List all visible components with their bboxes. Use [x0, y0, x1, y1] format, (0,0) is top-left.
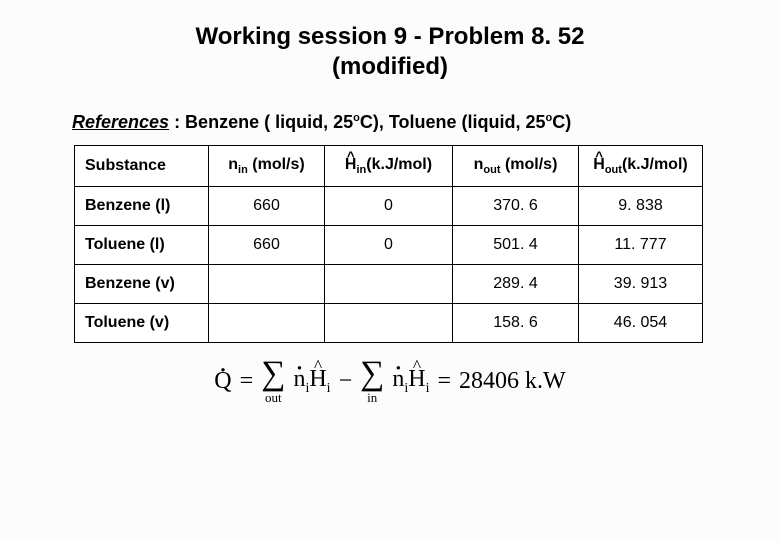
cell-substance: Toluene (l): [75, 226, 209, 265]
col-header-nout: nout (mol/s): [453, 146, 579, 187]
unit-hout: (k.J/mol): [622, 156, 688, 173]
cell-nin: 660: [209, 226, 325, 265]
cell-hout: 46. 054: [579, 304, 703, 343]
table-row: Benzene (l) 660 0 370. 6 9. 838: [75, 187, 703, 226]
cell-hin: [325, 304, 453, 343]
page-title-block: Working session 9 - Problem 8. 52 (modif…: [0, 0, 780, 100]
hhat-out: H: [593, 156, 605, 174]
minus: −: [339, 368, 353, 395]
heat-equation: Q = ∑ out niHi − ∑ in niHi = 28406 k.W: [214, 359, 565, 404]
references-text-c: C): [552, 112, 571, 132]
result-value: 28406 k.W: [459, 368, 566, 395]
sub-in-1: in: [238, 164, 248, 176]
equals-1: =: [240, 368, 254, 395]
term-2: niHi: [392, 366, 429, 397]
n-dot-1: n: [293, 366, 305, 393]
cell-nout: 289. 4: [453, 265, 579, 304]
col-header-hout: Hout(k.J/mol): [579, 146, 703, 187]
table-row: Toluene (l) 660 0 501. 4 11. 777: [75, 226, 703, 265]
references-text-b: C), Toluene (liquid, 25: [360, 112, 546, 132]
hhat-in: H: [345, 156, 357, 174]
data-table: Substance nin (mol/s) Hin(k.J/mol) nout …: [74, 145, 703, 343]
sub-in-2: in: [356, 164, 366, 176]
cell-hin: 0: [325, 187, 453, 226]
references-line: References : Benzene ( liquid, 25oC), To…: [0, 112, 780, 133]
cell-hin: [325, 265, 453, 304]
cell-hout: 39. 913: [579, 265, 703, 304]
sum-under-in: in: [367, 391, 377, 404]
cell-hin: 0: [325, 226, 453, 265]
cell-nin: [209, 304, 325, 343]
references-label: References: [72, 112, 169, 132]
table-row: Toluene (v) 158. 6 46. 054: [75, 304, 703, 343]
h-hat-2: H: [408, 366, 425, 393]
cell-substance: Benzene (v): [75, 265, 209, 304]
sigma-2: ∑: [360, 359, 384, 390]
degree-sup-1: o: [353, 112, 360, 124]
unit-hin: (k.J/mol): [366, 156, 432, 173]
col-header-nin: nin (mol/s): [209, 146, 325, 187]
sum-out: ∑ out: [261, 359, 285, 404]
q-dot: Q: [214, 368, 231, 395]
term-1: niHi: [293, 366, 330, 397]
title-line-1: Working session 9 - Problem 8. 52: [0, 22, 780, 52]
sum-in: ∑ in: [360, 359, 384, 404]
n-dot-2: n: [392, 366, 404, 393]
cell-substance: Toluene (v): [75, 304, 209, 343]
cell-nin: [209, 265, 325, 304]
cell-nout: 501. 4: [453, 226, 579, 265]
cell-hout: 9. 838: [579, 187, 703, 226]
table-row: Benzene (v) 289. 4 39. 913: [75, 265, 703, 304]
sub-i-2: i: [327, 381, 331, 396]
title-line-2: (modified): [0, 52, 780, 82]
table-header-row: Substance nin (mol/s) Hin(k.J/mol) nout …: [75, 146, 703, 187]
unit-nin: (mol/s): [248, 156, 305, 173]
equation-block: Q = ∑ out niHi − ∑ in niHi = 28406 k.W: [0, 359, 780, 404]
sum-under-out: out: [265, 391, 282, 404]
h-hat-1: H: [309, 366, 326, 393]
references-text-a: : Benzene ( liquid, 25: [169, 112, 353, 132]
sub-i-4: i: [426, 381, 430, 396]
cell-nout: 370. 6: [453, 187, 579, 226]
unit-nout: (mol/s): [501, 156, 558, 173]
sigma-1: ∑: [261, 359, 285, 390]
col-header-hin: Hin(k.J/mol): [325, 146, 453, 187]
cell-substance: Benzene (l): [75, 187, 209, 226]
cell-nin: 660: [209, 187, 325, 226]
sub-out-1: out: [483, 164, 500, 176]
col-header-substance: Substance: [75, 146, 209, 187]
cell-nout: 158. 6: [453, 304, 579, 343]
sub-out-2: out: [605, 164, 622, 176]
cell-hout: 11. 777: [579, 226, 703, 265]
equals-2: =: [437, 368, 451, 395]
